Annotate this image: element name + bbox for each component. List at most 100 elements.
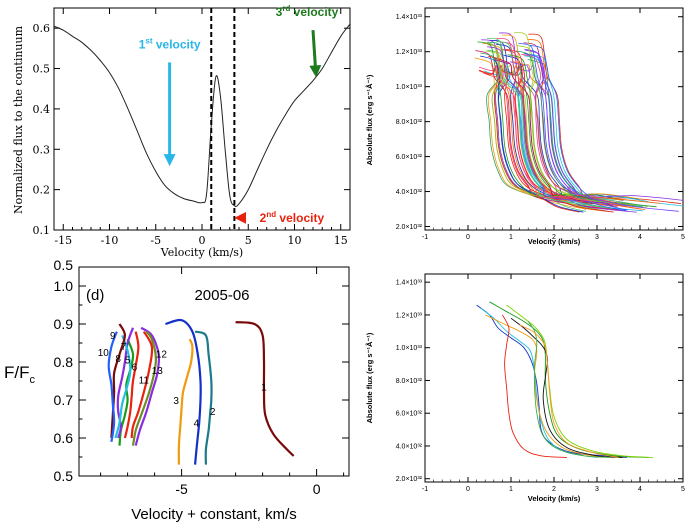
panel-c-x-tick-label: 4 [638, 486, 642, 493]
panel-d-y-tick-label: 0.6 [54, 430, 74, 446]
panel-b-y-tick-label: 1.4×10³³ [396, 14, 423, 21]
panel-c-absolute-flux: -1 0 1 2 3 4 5 2.0×10³² 4.0×10³² 6.0×10³² 8.0×10³²… [365, 273, 685, 503]
panel-b-series-line [513, 32, 648, 209]
panel-a-x-tick-label: -15 [54, 234, 72, 247]
panel-b-y-tick-label: 4.0×10³² [396, 189, 423, 196]
panel-b-series-line [479, 55, 584, 213]
panel-d-series-label-11: 11 [139, 376, 150, 387]
annotation-label-1: 1st velocity [139, 36, 201, 51]
panel-b-x-tick-label: 0 [466, 234, 470, 241]
panel-d-series-label-8: 8 [115, 354, 121, 365]
panel-c-series-line [480, 308, 598, 458]
panel-b-y-tick-label: 6.0×10³² [396, 154, 423, 161]
panel-b-series-line [502, 65, 620, 204]
panel-b-x-tick-label: -1 [422, 234, 428, 241]
panel-c-y-tick-label: 1.4×10³³ [396, 280, 423, 287]
panel-c-frame [424, 273, 684, 483]
panel-d-x-tick-label: -5 [175, 481, 188, 497]
panel-b-x-tick-label: 4 [638, 234, 642, 241]
panel-a-x-tick-label: 10 [288, 234, 302, 247]
panel-d-y-tick-label: 0.9 [54, 316, 74, 332]
panel-c-y-tick-label: 8.0×10³² [396, 378, 423, 385]
panel-c-series-line [506, 304, 653, 458]
panel-c-x-tick-label: 2 [552, 486, 556, 493]
panel-a-x-axis-label: Velocity (km/s) [160, 246, 243, 259]
panel-d-series-label-6: 6 [132, 363, 138, 374]
panel-c-y-tick-label: 4.0×10³² [396, 443, 423, 450]
annotation-label-2: 2nd velocity [260, 210, 325, 225]
panel-d-y-axis-label: F/Fc [4, 363, 36, 386]
panel-a-y-tick-label: 0.3 [33, 143, 51, 156]
panel-b-series-line [475, 50, 626, 211]
panel-c-x-tick-label: 1 [509, 486, 513, 493]
panel-b-y-tick-label: 1.0×10³³ [396, 84, 423, 91]
panel-d-series-line-4 [165, 318, 202, 465]
panel-d-title: 2005-06 [194, 287, 249, 304]
panel-b-series-line [525, 53, 679, 212]
panel-b-x-tick-label: 1 [509, 234, 513, 241]
panel-c-x-tick-label: 0 [466, 486, 470, 493]
panel-d-series-line-3 [177, 338, 194, 465]
panel-d-series-label-13: 13 [152, 366, 164, 377]
panel-d-series-label-9: 9 [110, 331, 116, 342]
panel-a-y-axis-label: Normalized flux to the continuum [12, 25, 25, 214]
panel-c-series-line [510, 317, 623, 458]
panel-d-y-tick-label: 0.8 [54, 354, 74, 370]
panel-d-series-label-4: 4 [194, 419, 200, 430]
panel-d-y-tick-label: 0.5 [54, 468, 74, 484]
panel-b-y-tick-label: 8.0×10³² [396, 119, 423, 126]
panel-c-x-tick-label: 5 [681, 486, 685, 493]
panel-b-x-axis-label: Velocity (km/s) [528, 237, 581, 246]
panel-b-series-line [515, 50, 643, 208]
panel-b-x-tick-label: 3 [595, 234, 599, 241]
panel-c-series-line [476, 304, 628, 458]
panel-d-series-label-1: 1 [261, 383, 267, 394]
panel-b-series-line [498, 32, 600, 206]
panel-d-series-line-7 [116, 327, 135, 439]
panel-c-y-tick-label: 6.0×10³² [396, 411, 423, 418]
panel-c-x-tick-label: 3 [595, 486, 599, 493]
panel-a-x-tick-label: -10 [101, 234, 119, 247]
panel-a-x-tick-label: 0 [199, 234, 206, 247]
panel-d-series-line-1 [235, 321, 295, 457]
panel-d-x-tick-label: 0 [313, 481, 321, 497]
panel-d-y-tick-label: 1.0 [54, 278, 74, 294]
panel-d-series-line-12 [134, 326, 161, 446]
panel-d-series-label-5: 5 [125, 356, 131, 367]
panel-d-series-line-8 [114, 335, 132, 439]
panel-b-y-tick-label: 1.2×10³³ [396, 49, 423, 56]
panel-b-series-line [493, 59, 593, 205]
panel-b-series-line [478, 65, 595, 203]
panel-a-frame [53, 7, 351, 231]
panel-b-absolute-flux: -1 0 1 2 3 4 5 2.0×10³² 4.0×10³² 6.0×10³² 8.0×10³²… [365, 7, 685, 246]
panel-d-2005-06: -5 00.50.60.70.80.91.00.5 123456789101112… [4, 257, 350, 523]
panel-c-y-axis-label: Absolute flux (erg s⁻¹Å⁻¹) [365, 332, 374, 423]
panel-c-series-line [489, 301, 649, 458]
annotation-arrow-3 [309, 30, 322, 78]
panel-c-x-axis-label: Velocity (km/s) [528, 494, 581, 503]
panel-b-x-tick-label: 5 [681, 234, 685, 241]
panel-a-y-tick-label: 0.4 [33, 103, 51, 116]
panel-d-series-label-12: 12 [156, 349, 168, 360]
panel-c-series-line [501, 314, 567, 458]
panel-c-y-tick-label: 2.0×10³² [396, 476, 423, 483]
panel-d-series-label-7: 7 [121, 342, 127, 353]
panel-a-x-tick-label: -5 [150, 234, 161, 247]
panel-b-y-axis-label: Absolute flux (erg s⁻¹Å⁻¹) [365, 74, 374, 165]
panel-d-label: (d) [86, 287, 104, 304]
panel-a-y-tick-label: 0.2 [33, 184, 51, 197]
panel-d-y-tick-label: 0.7 [54, 392, 74, 408]
panel-c-y-tick-label: 1.0×10³³ [396, 345, 423, 352]
panel-a-x-tick-label: 15 [334, 234, 348, 247]
panel-d-series-label-2: 2 [210, 407, 216, 418]
panel-d-y-tick-label-top: 0.5 [54, 257, 74, 273]
panel-a-profile-line [54, 23, 350, 207]
panel-d-series-line-6 [123, 331, 140, 439]
panel-b-y-tick-label: 2.0×10³² [396, 224, 423, 231]
panel-d-series-line-13 [131, 330, 158, 446]
panel-d-series-line-2 [194, 330, 213, 465]
panel-d-series-line-10 [107, 331, 118, 442]
panel-a-y-tick-label: 0.1 [33, 224, 51, 237]
panel-d-frame [78, 266, 350, 477]
